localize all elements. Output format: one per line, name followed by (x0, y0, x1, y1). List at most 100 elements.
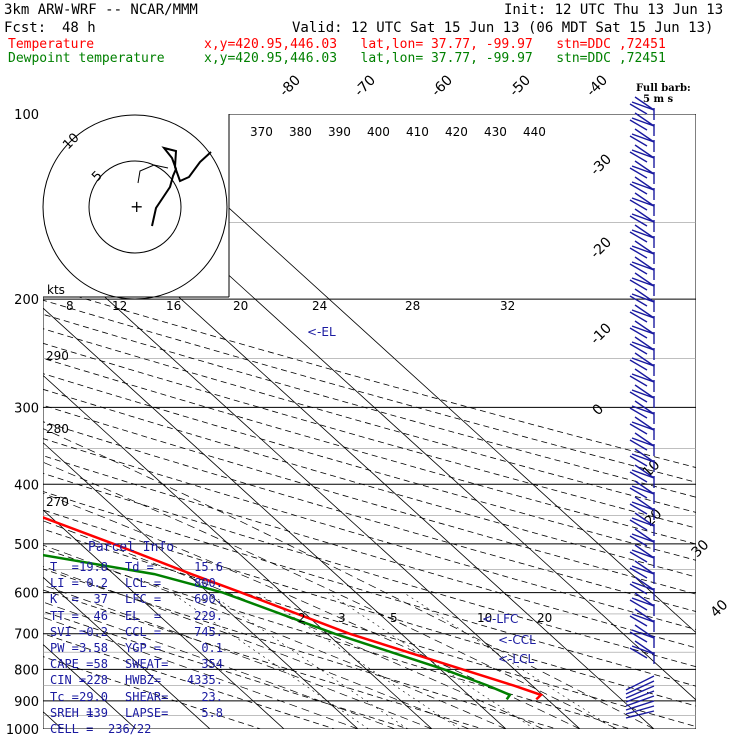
wind-barb (629, 512, 655, 531)
hodograph-trace (137, 164, 169, 184)
dry-adiabat (43, 342, 696, 529)
parcel-info-key: SWEAT= (125, 657, 169, 672)
theta-e-tick-label: 290 (46, 349, 69, 363)
pressure-tick-label: 300 (14, 401, 39, 416)
valid-time: Valid: 12 UTC Sat 15 Jun 13 (06 MDT Sat … (292, 20, 714, 36)
wind-barb (629, 208, 655, 227)
dry-adiabat (43, 455, 696, 649)
wind-barb (629, 192, 655, 211)
parcel-info-value: 58 (93, 657, 108, 672)
parcel-info-key: K = (50, 592, 79, 607)
wind-barb (629, 96, 655, 115)
moist-adiabat (43, 544, 507, 729)
parcel-info-value: 5.8 (201, 705, 223, 720)
isotherm (0, 114, 2, 740)
isotherm (43, 576, 211, 729)
temperature-tick-label: -20 (588, 234, 615, 261)
level-annotation: <-LCL (498, 652, 534, 666)
wind-barb (629, 560, 655, 579)
parcel-info-key: YGP = (125, 641, 162, 655)
dry-adiabat (43, 491, 696, 687)
theta-tick-label: 410 (406, 125, 429, 139)
theta-tick-label: 370 (250, 125, 273, 139)
isotherm (43, 240, 581, 729)
temperature-tick-label: 40 (708, 597, 732, 621)
wind-barb (629, 256, 655, 275)
dry-adiabat (43, 589, 485, 729)
dewpoint-location: x,y=420.95,446.03 lat,lon= 37.77, -99.97… (204, 51, 666, 66)
barb-legend: Full barb: (636, 83, 691, 94)
pressure-tick-label: 500 (14, 538, 39, 553)
wind-barb (629, 160, 655, 179)
temperature-tick-label: -30 (588, 151, 615, 178)
level-annotation: <-CCL (498, 633, 536, 647)
wind-barb (625, 700, 655, 711)
wind-barb (629, 144, 655, 163)
theta-tick-label: 430 (484, 125, 507, 139)
model-title: 3km ARW-WRF -- NCAR/MMM (4, 2, 198, 18)
temperature-tick-label: -40 (584, 72, 611, 99)
mixing-ratio-label: 5 (390, 611, 398, 625)
parcel-info-value: 354 (201, 657, 223, 672)
wind-barb (629, 432, 655, 451)
dry-adiabat (43, 656, 262, 729)
dry-adiabat (43, 568, 559, 729)
mixing-ratio-label: 10 (477, 611, 492, 625)
parcel-info-value: 229. (194, 608, 223, 623)
parcel-info-key: LAPSE= (125, 705, 169, 720)
parcel-info-key: SVI = (50, 624, 87, 639)
parcel-info-value: 690. (194, 592, 223, 607)
temperature-tick-label: -10 (588, 320, 615, 347)
wind-barb (629, 496, 655, 515)
parcel-info-key: Tc = (50, 689, 79, 704)
dry-adiabat (43, 299, 696, 483)
level-annotation: <-LFC (482, 612, 518, 626)
pressure-tick-label: 100 (14, 108, 39, 123)
temperature-tick-label: 0 (590, 401, 608, 419)
moist-adiabat (43, 492, 581, 729)
parcel-info-value: 19.8 (79, 560, 108, 574)
parcel-info-value: 236/22 (108, 722, 152, 736)
mixing-ratio-label: 3 (338, 611, 346, 625)
parcel-info-key: EL = (125, 608, 162, 623)
theta-e-tick-label: 270 (46, 495, 69, 509)
wind-barb (629, 544, 655, 563)
theta-tick-label: 420 (445, 125, 468, 139)
dry-adiabat (43, 509, 696, 707)
wind-barb (629, 224, 655, 243)
temperature-tick-label: -60 (429, 72, 456, 99)
wind-barb (629, 112, 655, 131)
wind-barb (629, 336, 655, 355)
hodograph-speed-label: 28 (405, 299, 420, 313)
pressure-tick-label: 400 (14, 478, 39, 493)
wind-barbs (625, 96, 655, 719)
temperature-tick-label: -80 (277, 72, 304, 99)
parcel-info-key: HWBZ= (125, 673, 162, 688)
parcel-info-key: TT = (50, 608, 79, 623)
wind-barb (625, 710, 655, 719)
wind-barb (625, 690, 655, 703)
wind-barb (625, 705, 655, 715)
temperature-tick-label: -70 (352, 72, 379, 99)
theta-tick-label: 380 (289, 125, 312, 139)
isotherm (43, 307, 507, 729)
wind-barb (629, 128, 655, 147)
wind-barb (625, 695, 655, 707)
wind-barb (629, 624, 655, 643)
parcel-info-key: SHEAR= (125, 689, 169, 704)
parcel-info-key: Td = (125, 560, 154, 574)
parcel-info-value: 46 (93, 608, 108, 623)
parcel-info-key: CAPE = (50, 657, 94, 672)
parcel-info-key: T = (50, 560, 79, 574)
theta-e-tick-label: 280 (46, 422, 69, 436)
parcel-info-key: LI = (50, 576, 79, 591)
mixing-ratio-label: 2 (298, 611, 306, 625)
wind-barb (629, 304, 655, 323)
hodograph-center: + (130, 197, 143, 216)
wind-barb (629, 272, 655, 291)
wind-barb (629, 528, 655, 547)
parcel-info-key: CCL = (125, 624, 162, 639)
theta-tick-label: 400 (367, 125, 390, 139)
wind-barb (629, 448, 655, 467)
mixing-ratio-line (208, 592, 408, 729)
